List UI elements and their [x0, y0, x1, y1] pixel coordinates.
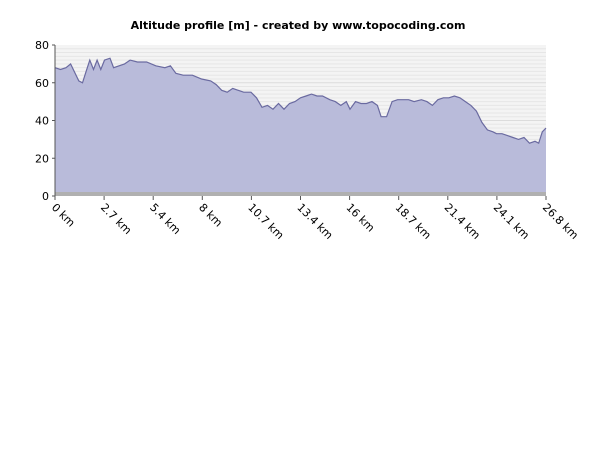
chart-title: Altitude profile [m] - created by www.to…: [131, 19, 466, 32]
x-axis-band: [55, 192, 546, 196]
x-tick-label: 8 km: [196, 201, 225, 230]
x-tick-label: 24.1 km: [491, 201, 532, 242]
y-tick-label: 0: [42, 190, 49, 203]
x-tick-label: 0 km: [49, 201, 78, 230]
x-axis-ticks: 0 km 2.7 km 5.4 km 8 km 10.7 km 13.4 km 16 km 1…: [49, 196, 581, 242]
y-tick-label: 60: [35, 77, 49, 90]
y-axis-ticks: 0 20 40 60 80: [35, 39, 55, 203]
y-tick-label: 40: [35, 115, 49, 128]
x-tick-label: 21.4 km: [442, 201, 483, 242]
x-tick-label: 26.8 km: [540, 201, 581, 242]
y-tick-label: 80: [35, 39, 49, 52]
x-tick-label: 10.7 km: [245, 201, 286, 242]
x-tick-label: 13.4 km: [294, 201, 335, 242]
altitude-line: [54, 57, 547, 145]
altitude-area: [55, 58, 546, 197]
x-tick-label: 16 km: [343, 201, 377, 235]
y-tick-label: 20: [35, 152, 49, 165]
x-tick-label: 18.7 km: [393, 201, 434, 242]
x-tick-label: 2.7 km: [98, 201, 134, 237]
x-tick-label: 5.4 km: [147, 201, 183, 237]
